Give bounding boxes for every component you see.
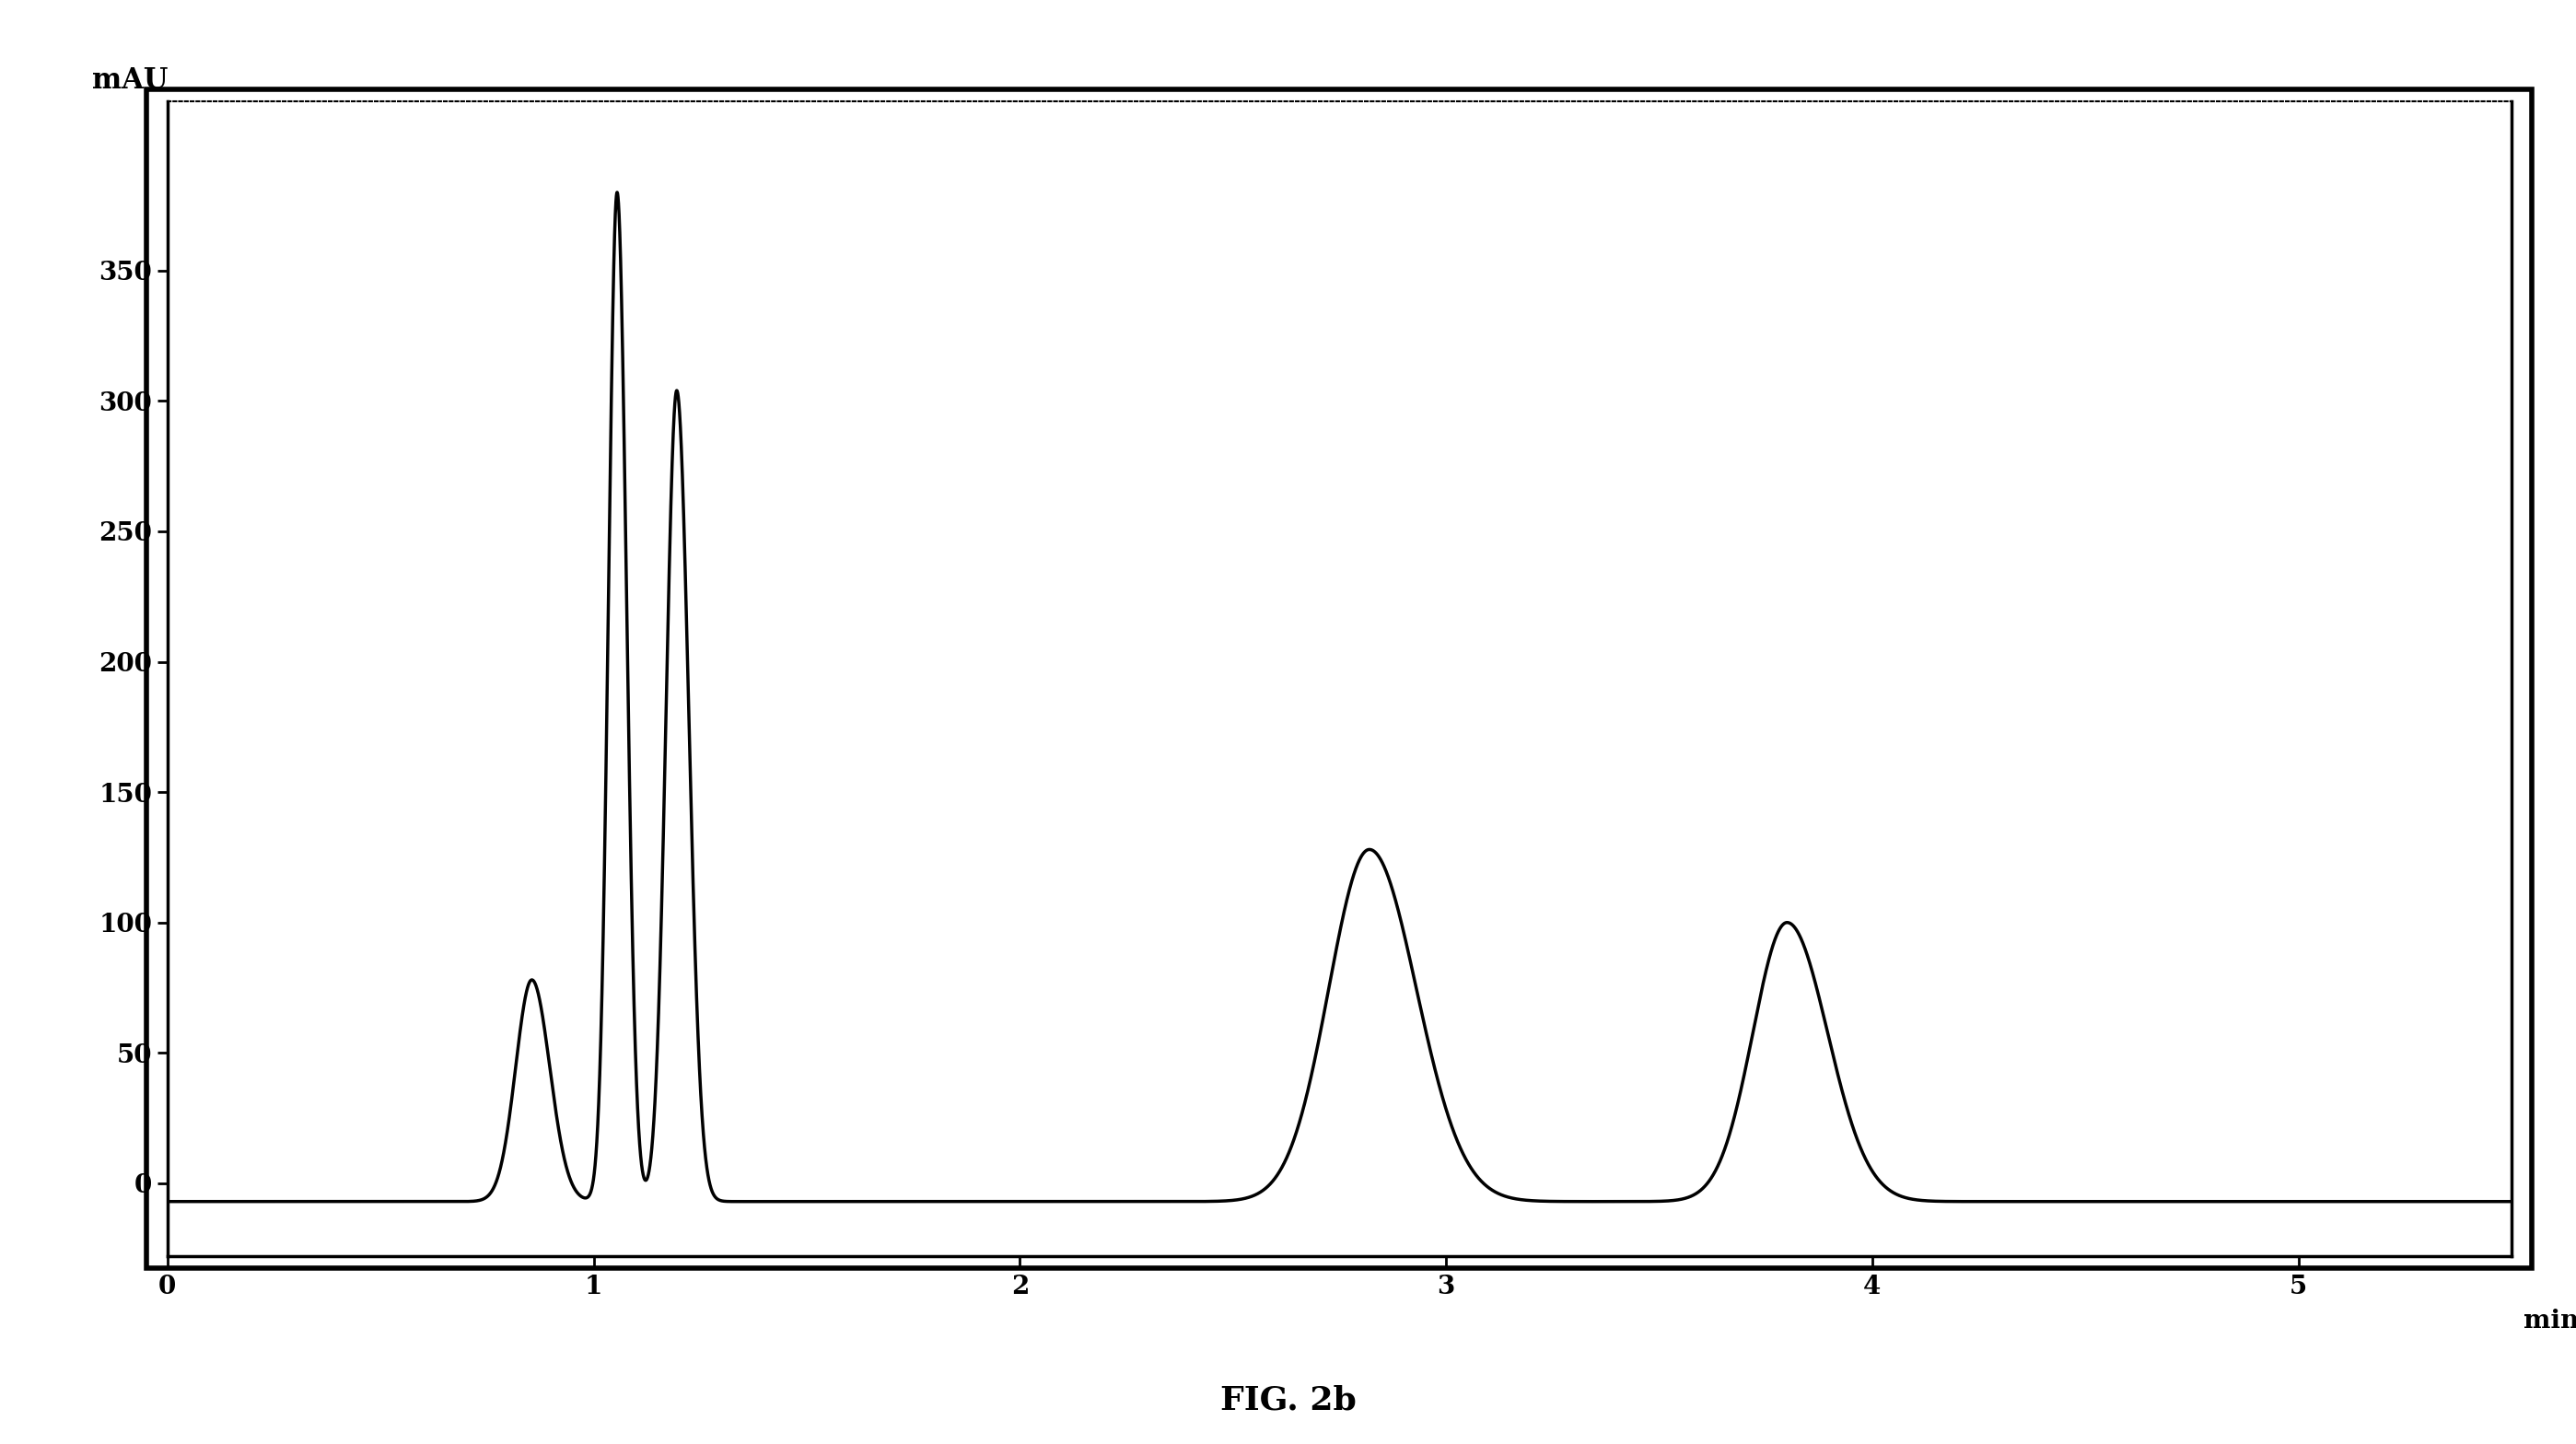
Text: min: min [2524, 1308, 2576, 1333]
Text: FIG. 2b: FIG. 2b [1221, 1385, 1355, 1417]
Text: mAU: mAU [93, 66, 167, 95]
